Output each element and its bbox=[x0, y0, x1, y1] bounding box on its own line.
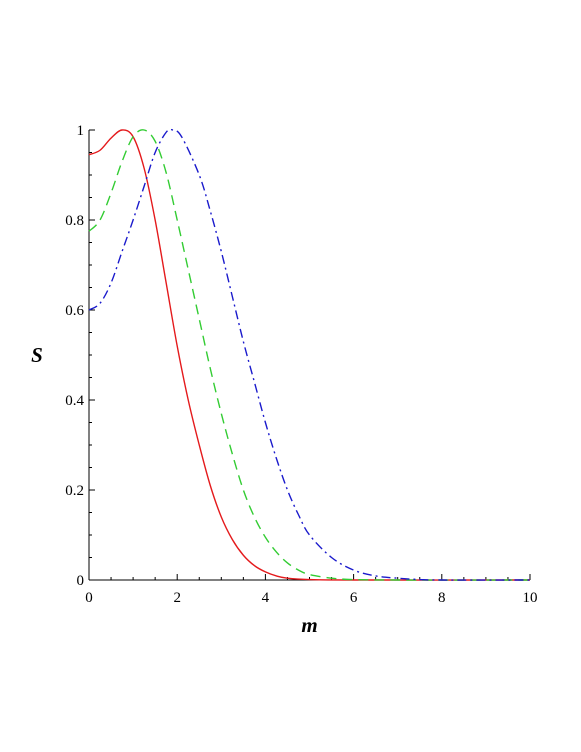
y-tick-label: 1 bbox=[77, 123, 85, 139]
x-tick-label: 6 bbox=[350, 590, 358, 606]
y-tick-label: 0.4 bbox=[65, 393, 84, 409]
ticks: 0 2 4 6 8 10 0 0.2 0.4 0.6 0.8 1 bbox=[65, 123, 537, 606]
series-line-3 bbox=[88, 128, 531, 581]
y-axis-title: S bbox=[31, 343, 43, 367]
x-axis-title: m bbox=[301, 613, 317, 637]
axes bbox=[88, 130, 530, 581]
x-tick-label: 10 bbox=[523, 590, 538, 606]
y-tick-label: 0.8 bbox=[65, 213, 84, 229]
y-tick-label: 0.2 bbox=[65, 483, 84, 499]
x-tick-label: 8 bbox=[438, 590, 446, 606]
x-tick-label: 2 bbox=[173, 590, 181, 606]
x-tick-label: 0 bbox=[85, 590, 93, 606]
y-tick-label: 0 bbox=[77, 573, 85, 589]
x-tick-label: 4 bbox=[262, 590, 270, 606]
y-tick-label: 0.6 bbox=[65, 303, 84, 319]
series bbox=[88, 128, 531, 581]
series-line-1 bbox=[88, 129, 531, 581]
series-line-2 bbox=[88, 129, 531, 581]
